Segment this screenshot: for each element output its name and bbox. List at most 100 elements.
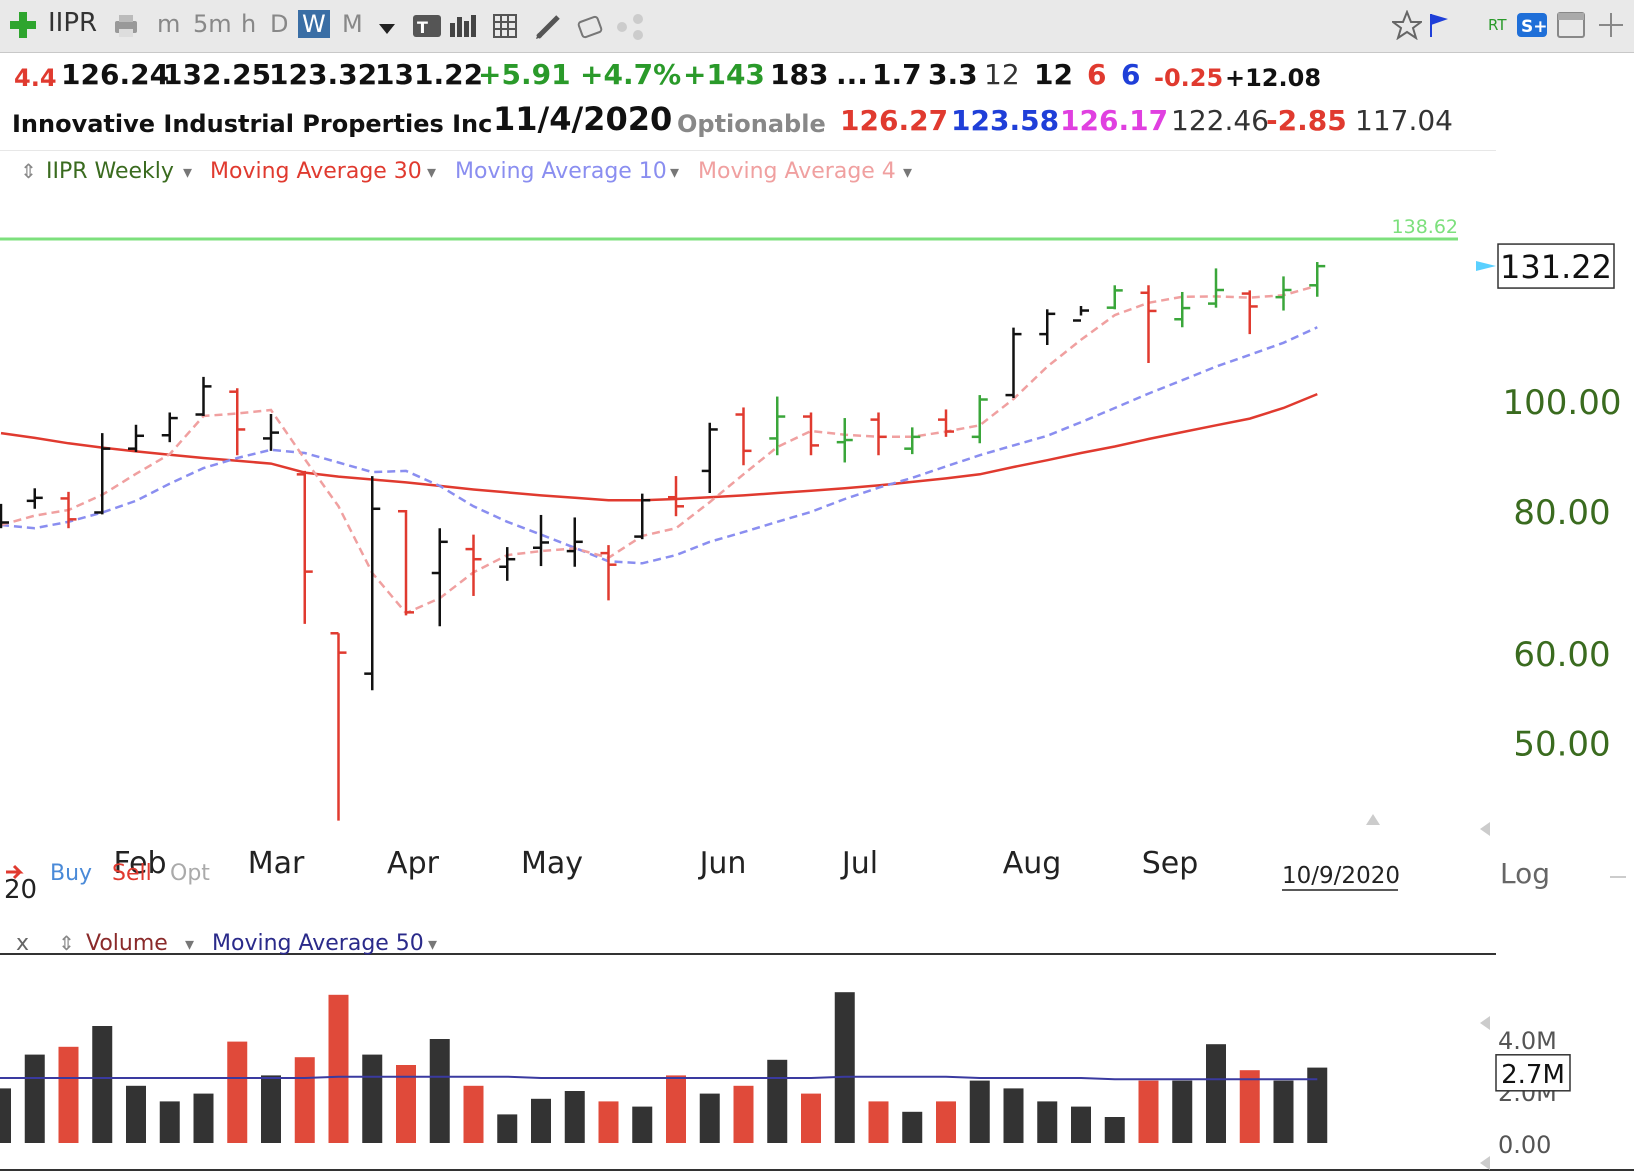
volume-bar [1206,1044,1226,1143]
volume-bar [531,1098,551,1143]
quote1-value: 6 [1087,58,1107,91]
volume-bar [362,1054,383,1143]
eraser-icon[interactable] [576,13,606,45]
legend-ma4-dropdown-icon: ▾ [903,162,912,183]
interval-w[interactable]: W [298,10,330,38]
legend-ma30-dropdown-icon: ▾ [427,162,436,183]
quote1-value: -0.25 [1154,64,1224,92]
interval-month[interactable]: M [342,10,363,38]
interval-d[interactable]: D [270,10,289,38]
volume-scroll-down-icon[interactable] [1480,1156,1490,1170]
volume-scroll-icon[interactable] [1480,1016,1490,1030]
add-symbol-icon[interactable] [8,10,38,44]
draw-pencil-icon[interactable] [534,13,562,45]
quote1-value: ... [836,58,868,91]
volume-last-label: 2.7M [1501,1060,1565,1090]
last-price-arrow-icon [1476,261,1496,272]
toolbar: IIPR m 5m h D W M T RT S+ [0,0,1634,53]
volume-bar [969,1080,990,1143]
share-icon[interactable] [616,13,646,45]
quote1-value: 12 [984,58,1020,91]
quote1-value: 12 [1034,58,1073,91]
volume-bar [328,994,349,1143]
plus-icon [10,12,36,38]
quote1-value: 4.4 [14,64,57,92]
quote1-value: +4.7% [580,58,682,91]
price-chart[interactable]: ⇕ IIPR Weekly ▾ Moving Average 30 ▾ Moving Av… [0,150,1634,1172]
ma10-line [0,326,1318,565]
interval-5m[interactable]: 5m [193,10,232,38]
opt-button[interactable]: Opt [170,861,210,886]
last-price-box [1497,243,1615,289]
legend-vol-ma-dropdown-icon: ▾ [428,934,437,955]
volume-bar [1003,1088,1024,1143]
flag-icon[interactable] [1428,12,1450,42]
legend-volume: Volume [86,931,168,956]
text-icon[interactable]: T [412,13,442,43]
ma4-line [0,284,1318,615]
date-label: 10/9/2020 [1282,863,1400,889]
volume-bar [801,1093,821,1143]
price-tick-label: 60.00 [1513,635,1610,675]
volume-ma50-line [0,1075,1318,1081]
quote1-value: 1.7 [872,58,922,91]
svg-text:S+: S+ [1521,17,1548,37]
legend-ma10-dropdown-icon: ▾ [670,162,679,183]
scroll-left-icon[interactable] [1480,822,1490,836]
quote1-value: 126.24 [61,58,170,91]
volume-bar [666,1075,686,1143]
star-icon[interactable] [1390,9,1424,44]
volume-bar [24,1054,45,1143]
legend-ma10: Moving Average 10 [455,159,667,184]
bar-style-icon[interactable] [448,13,478,43]
legend-vol-ma: Moving Average 50 [212,931,424,956]
x-axis-label: Sep [1142,846,1199,881]
scroll-up-icon[interactable] [1366,814,1380,825]
grid-icon[interactable] [492,13,520,45]
quote1-value: 123.32 [269,58,378,91]
volume-tick-label: 4.0M [1498,1027,1557,1055]
buy-button[interactable]: Buy [50,861,92,886]
volume-bar [1273,1080,1294,1143]
sell-button[interactable]: Sell [112,861,152,886]
quote1-value: 131.22 [375,58,484,91]
log-scale-button[interactable]: Log [1500,857,1550,890]
volume-bar [699,1093,720,1143]
trade-arrow-icon[interactable] [6,864,24,880]
interval-m[interactable]: m [157,10,181,38]
quote-row-2: Innovative Industrial Properties Inc 11/4… [0,98,1634,144]
x-axis-label: Feb [113,846,166,881]
quote1-value: 132.25 [163,58,272,91]
print-icon[interactable] [112,13,140,43]
rt-label: RT [1488,16,1507,34]
window-icon[interactable] [1556,11,1586,43]
close-volume-panel-button[interactable]: x [16,931,29,956]
volume-bar [1172,1080,1193,1143]
x-axis-label: Aug [1003,846,1062,881]
volume-tick-label: 0.00 [1498,1131,1551,1159]
quote-row-1: 4.4 126.24 132.25 123.32 131.22 +5.91 +4.7% +14… [0,52,1634,98]
volume-bar [1104,1117,1125,1143]
dropdown-icon[interactable] [378,20,396,39]
quote2-value: 126.17 [1060,104,1169,137]
quote2-value: Innovative Industrial Properties Inc [12,110,493,138]
quote1-value: 183 [770,58,829,91]
x-axis-label: Mar [248,846,305,881]
volume-bar [598,1101,619,1143]
quote2-value: 117.04 [1355,104,1453,137]
volume-bar [463,1085,484,1143]
volume-bar [564,1091,585,1143]
quote2-value: Optionable [677,110,826,138]
volume-bar [396,1065,416,1143]
quote2-value: 126.27 [840,104,949,137]
move-icon[interactable] [1596,11,1626,43]
interval-h[interactable]: h [241,10,257,38]
x-axis-label: May [521,846,583,881]
s-plus-icon[interactable]: S+ [1516,11,1548,43]
symbol-field[interactable]: IIPR [48,8,98,38]
volume-bar [294,1057,315,1143]
volume-last-box [1495,1054,1571,1092]
x-axis-label: Apr [387,846,440,881]
volume-bar [834,992,855,1143]
price-tick-label: 80.00 [1513,493,1610,533]
